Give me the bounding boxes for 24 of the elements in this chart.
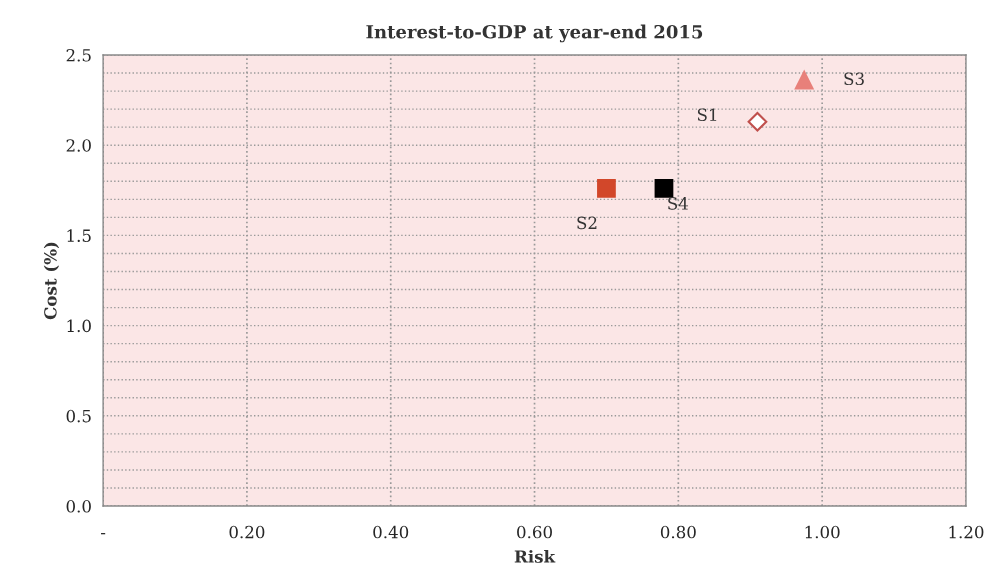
x-tick-label: 1.00 [805, 525, 840, 539]
x-tick-label: - [101, 533, 106, 535]
x-tick-label: 0.60 [517, 525, 552, 539]
x-axis-title: Risk [514, 549, 556, 563]
x-tick-label: 0.80 [660, 525, 696, 539]
chart-title: Interest-to-GDP at year-end 2015 [366, 24, 703, 43]
point [794, 70, 814, 90]
x-tick-label: 0.20 [229, 525, 265, 539]
x-tick-label: 1.20 [949, 525, 984, 539]
point [747, 111, 768, 132]
series-label: S4 [668, 197, 689, 210]
x-tick-label: 0.40 [373, 525, 409, 539]
series-label: S2 [577, 216, 597, 230]
y-tick-label: 1.5 [67, 229, 91, 242]
series-label: S1 [697, 108, 717, 122]
y-tick-label: 1.0 [67, 319, 91, 333]
point [654, 179, 674, 198]
series-label: S3 [844, 72, 864, 86]
point [597, 179, 616, 198]
y-tick-label: 0.0 [66, 499, 91, 513]
y-axis-title: Cost (%) [43, 242, 60, 320]
y-tick-label: 2.0 [66, 139, 91, 152]
y-tick-label: 0.5 [66, 409, 91, 423]
y-tick-label: 2.5 [66, 48, 91, 62]
